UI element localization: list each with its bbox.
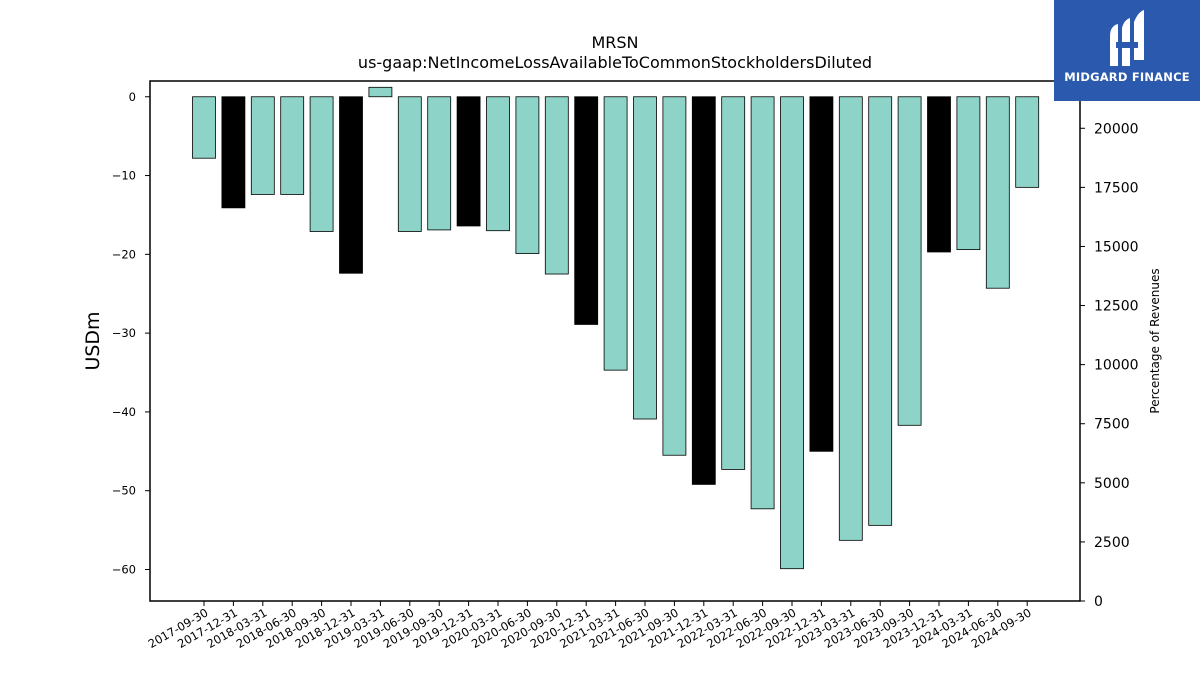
bar [456,96,481,227]
y2-tick-label: 5000 [1094,476,1130,492]
y-tick-label: −20 [112,247,136,261]
bar [515,96,540,254]
x-axis-ticks: 2017-09-302017-12-312018-03-312018-06-30… [146,601,1034,651]
bar [1015,96,1040,188]
bar [956,96,981,251]
y2-axis-label: Percentage of Revenues [1148,268,1162,413]
bar [780,96,804,570]
bar [280,96,305,195]
chart-subtitle: us-gaap:NetIncomeLossAvailableToCommonSt… [358,53,872,72]
y2-axis-ticks: 0 2500 5000 7500 10000 12500 15000 17500 20000 [1080,121,1139,610]
bar [662,96,687,456]
y-axis-ticks: 0 −10 −20 −30 −40 −50 −60 [112,90,150,576]
midgard-finance-logo: MIDGARD FINANCE [1054,0,1200,101]
bars-group [192,86,1040,570]
bar [721,96,746,470]
bar [397,96,422,232]
y-tick-label: −50 [112,484,136,498]
logo-text: MIDGARD FINANCE [1064,70,1190,84]
y2-tick-label: 10000 [1094,358,1139,374]
y2-tick-label: 0 [1094,594,1103,610]
bar [574,96,599,325]
bar [368,86,393,98]
y-tick-label: −40 [112,405,136,419]
bar [985,96,1010,289]
y-tick-label: −60 [112,562,136,576]
bar [809,96,834,452]
bar [339,96,363,274]
y2-tick-label: 17500 [1094,180,1139,196]
bar [221,96,246,209]
bar [927,96,951,253]
bar [427,96,452,231]
bar [838,96,863,541]
bar [868,96,893,526]
chart-title: MRSN [591,33,638,52]
plot-frame [149,80,1081,602]
bar [309,96,334,232]
bar [544,96,569,275]
y-tick-label: −30 [112,326,136,340]
y2-tick-label: 20000 [1094,121,1139,137]
y-tick-label: −10 [112,169,136,183]
y2-tick-label: 15000 [1094,239,1139,255]
bar [633,96,657,420]
logo-mark-icon [1110,10,1144,66]
y-tick-label: 0 [129,90,136,104]
bar [486,96,510,232]
bar [750,96,775,510]
y2-tick-label: 12500 [1094,299,1139,315]
bar [603,96,628,371]
bar [691,96,716,485]
y2-tick-label: 2500 [1094,535,1130,551]
bar [250,96,275,195]
y-axis-label: USDm [82,311,104,370]
y2-tick-label: 7500 [1094,417,1130,433]
bar [897,96,922,426]
bar [192,96,216,159]
